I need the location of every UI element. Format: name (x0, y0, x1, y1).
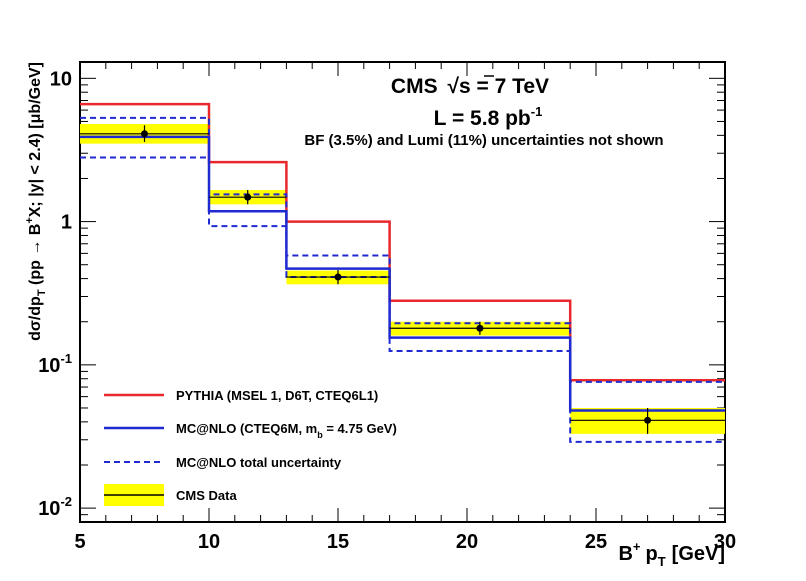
data-point (476, 324, 484, 332)
axis-ticks (79, 62, 726, 523)
title-energy: s = 7 TeV (459, 75, 549, 98)
y-tick-label: 10-2 (38, 494, 72, 520)
tick-labels: 5 10 15 20 25 30 10-2 10-1 1 10 (38, 68, 736, 553)
plot-frame (79, 61, 726, 523)
x-tick-label: 5 (74, 531, 85, 553)
legend-mcnlo-label: MC@NLO (CTEQ6M, mb = 4.75 GeV) (176, 421, 397, 440)
series-mcnlo-uncertainty (80, 116, 725, 383)
y-tick-label: 10-1 (38, 351, 72, 377)
legend-uncertainty-label: MC@NLO total uncertainty (176, 455, 342, 470)
series-mcnlo-uncertainty (80, 156, 725, 443)
series-mcnlo (80, 135, 725, 412)
data-point (141, 130, 148, 138)
lumi-text: L = 5.8 pb-1 (434, 104, 543, 130)
legend: PYTHIA (MSEL 1, D6T, CTEQ6L1) MC@NLO (CT… (104, 388, 397, 506)
legend-data-label: CMS Data (176, 488, 237, 503)
x-tick-label: 15 (327, 531, 349, 553)
x-tick-label: 25 (585, 531, 607, 553)
x-tick-label: 20 (456, 531, 478, 553)
y-tick-label: 1 (61, 212, 72, 234)
y-axis-label: dσ/dpT (pp → B+X; |y| < 2.4) [μb/GeV] (24, 62, 48, 341)
data-points (80, 125, 725, 434)
series-lines (80, 102, 725, 443)
y-tick-label: 10 (50, 68, 72, 90)
title-line1: CMS √s = 7 TeV (391, 75, 549, 98)
x-axis-label: B+ pT [GeV] (618, 539, 725, 569)
legend-pythia-label: PYTHIA (MSEL 1, D6T, CTEQ6L1) (176, 388, 378, 403)
data-point (244, 193, 252, 201)
data-point (334, 273, 342, 281)
uncertainty-note: BF (3.5%) and Lumi (11%) uncertainties n… (304, 132, 663, 149)
x-tick-label: 30 (714, 531, 736, 553)
data-point (644, 416, 652, 424)
x-tick-label: 10 (198, 531, 220, 553)
